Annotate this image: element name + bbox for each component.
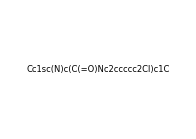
Text: Cc1sc(N)c(C(=O)Nc2ccccc2Cl)c1C: Cc1sc(N)c(C(=O)Nc2ccccc2Cl)c1C: [26, 65, 170, 74]
